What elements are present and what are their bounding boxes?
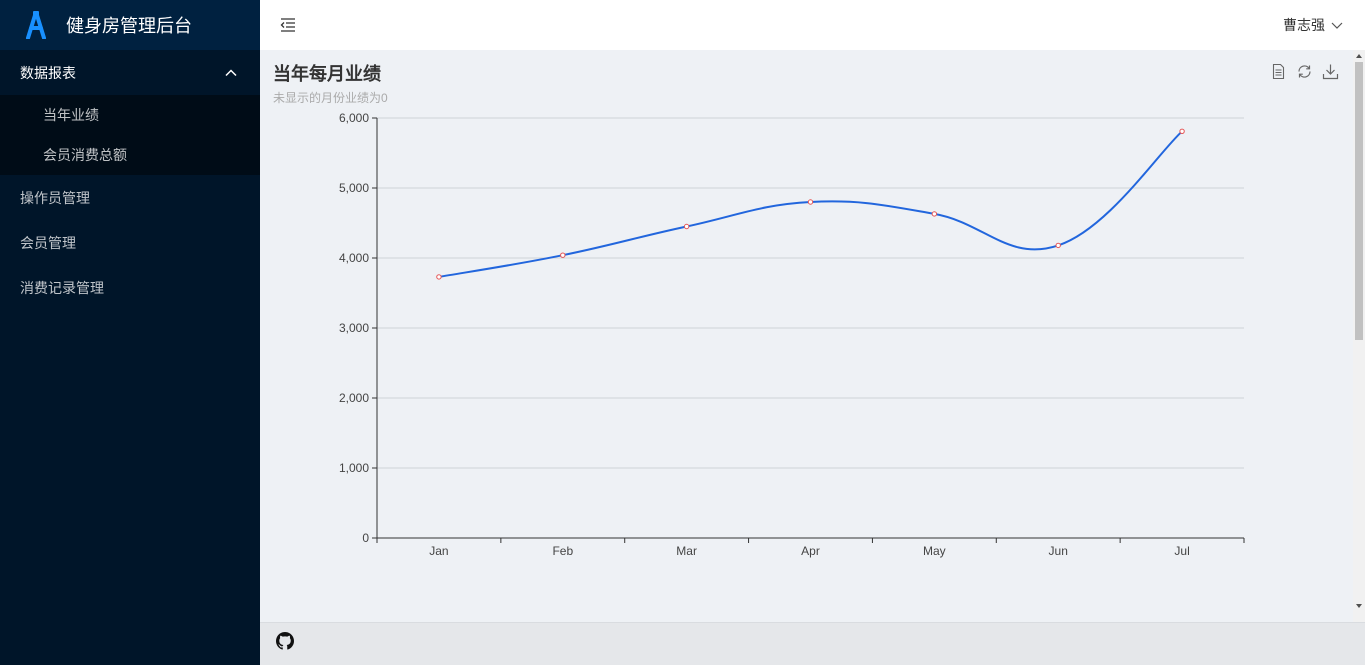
data-point[interactable]	[1055, 242, 1061, 249]
footer	[260, 622, 1365, 665]
acronym-a-logo-icon	[26, 11, 46, 39]
restore-icon[interactable]	[1296, 63, 1313, 80]
x-tick-label: May	[923, 544, 946, 558]
sidebar-item-member-spending-total[interactable]: 会员消费总额	[0, 135, 260, 175]
submenu: 当年业绩 会员消费总额	[0, 95, 260, 175]
scroll-down-arrow-icon[interactable]	[1356, 604, 1362, 608]
user-menu[interactable]: 曹志强	[1283, 0, 1343, 50]
sidebar-item-label: 会员管理	[20, 234, 76, 251]
logo-bar[interactable]: 健身房管理后台	[0, 0, 260, 50]
data-point[interactable]	[436, 274, 442, 280]
x-tick-label: Mar	[676, 544, 697, 558]
github-icon[interactable]	[276, 632, 294, 650]
scrollbar-thumb[interactable]	[1355, 62, 1363, 340]
x-tick-label: Jul	[1174, 544, 1189, 558]
sidebar-item-operator-management[interactable]: 操作员管理	[0, 175, 260, 220]
x-tick-label: Jun	[1049, 544, 1068, 558]
x-tick-label: Jan	[429, 544, 448, 558]
y-tick-label: 4,000	[339, 251, 369, 265]
data-point[interactable]	[1179, 128, 1185, 135]
vertical-scrollbar[interactable]	[1353, 50, 1365, 622]
y-tick-label: 2,000	[339, 391, 369, 405]
y-tick-label: 6,000	[339, 111, 369, 125]
chevron-up-icon	[225, 68, 237, 76]
chart-toolbox	[1270, 63, 1339, 80]
scroll-up-arrow-icon[interactable]	[1356, 54, 1362, 58]
data-point[interactable]	[807, 199, 814, 205]
sidebar: 健身房管理后台 数据报表 当年业绩 会员消费总额 操作员管理 会员管理 消费记录…	[0, 0, 260, 665]
y-tick-label: 5,000	[339, 181, 369, 195]
menu-group-data-reports[interactable]: 数据报表	[0, 50, 260, 95]
app-title: 健身房管理后台	[66, 16, 192, 36]
line-chart: 0 1,000 2,000 3,000 4,000 5,000 6,000 Jan Feb Mar…	[339, 111, 1245, 558]
data-point[interactable]	[560, 252, 566, 258]
x-tick-label: Apr	[801, 544, 820, 558]
chart-subtitle: 未显示的月份业绩为0	[273, 91, 388, 105]
data-view-icon[interactable]	[1270, 63, 1287, 80]
sidebar-item-consumption-records[interactable]: 消费记录管理	[0, 265, 260, 310]
download-icon[interactable]	[1322, 63, 1339, 80]
x-tick-label: Feb	[552, 544, 573, 558]
data-point[interactable]	[683, 223, 690, 230]
sidebar-item-member-management[interactable]: 会员管理	[0, 220, 260, 265]
data-point[interactable]	[931, 211, 938, 217]
menu-fold-icon[interactable]	[280, 17, 296, 33]
main-content: 0 1,000 2,000 3,000 4,000 5,000 6,000 Jan Feb Mar…	[260, 50, 1353, 622]
sidebar-item-label: 操作员管理	[20, 189, 90, 206]
user-name: 曹志强	[1283, 17, 1325, 33]
menu-group-label: 数据报表	[20, 64, 76, 81]
sidebar-item-label: 消费记录管理	[20, 279, 104, 296]
y-tick-label: 3,000	[339, 321, 369, 335]
y-tick-label: 1,000	[339, 461, 369, 475]
sidebar-item-annual-performance[interactable]: 当年业绩	[0, 95, 260, 135]
chevron-down-icon	[1331, 22, 1343, 29]
header: 曹志强	[260, 0, 1365, 50]
sidebar-item-label: 当年业绩	[43, 107, 99, 123]
sidebar-item-label: 会员消费总额	[43, 147, 127, 163]
y-tick-label: 0	[362, 531, 369, 545]
chart-title: 当年每月业绩	[273, 64, 381, 84]
